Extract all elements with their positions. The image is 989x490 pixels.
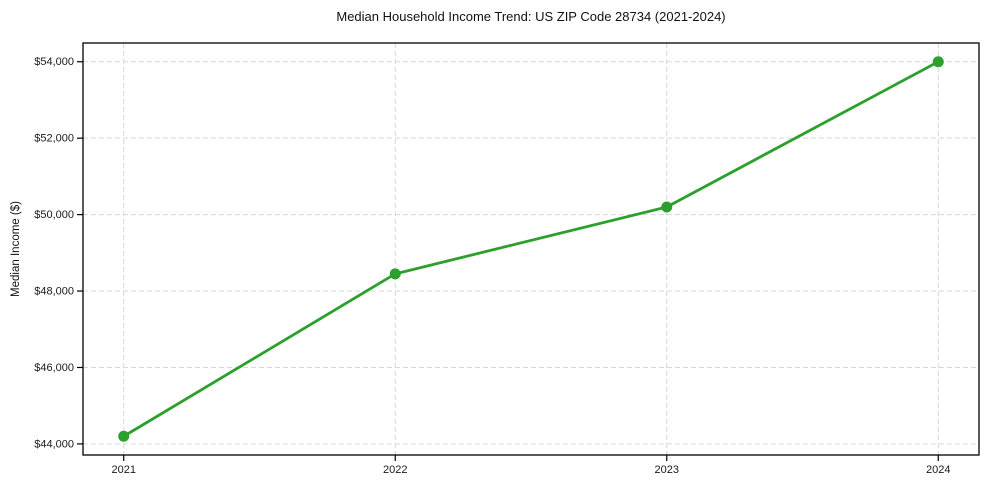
data-point-2023 bbox=[661, 201, 673, 213]
data-point-2024 bbox=[932, 56, 944, 68]
y-tick-label: $44,000 bbox=[34, 438, 74, 450]
y-tick-label: $54,000 bbox=[34, 56, 74, 68]
y-tick-label: $50,000 bbox=[34, 209, 74, 221]
y-tick-label: $52,000 bbox=[34, 133, 74, 145]
chart-title: Median Household Income Trend: US ZIP Co… bbox=[336, 9, 726, 24]
x-tick-label: 2023 bbox=[655, 464, 679, 476]
x-tick-label: 2024 bbox=[926, 464, 950, 476]
data-point-2022 bbox=[389, 268, 401, 280]
plot-frame bbox=[82, 42, 980, 456]
x-tick-label: 2022 bbox=[383, 464, 407, 476]
data-point-2021 bbox=[118, 430, 130, 442]
trend-line bbox=[122, 60, 940, 438]
y-tick-label: $46,000 bbox=[34, 362, 74, 374]
x-tick-label: 2021 bbox=[111, 464, 135, 476]
y-tick-label: $48,000 bbox=[34, 286, 74, 298]
